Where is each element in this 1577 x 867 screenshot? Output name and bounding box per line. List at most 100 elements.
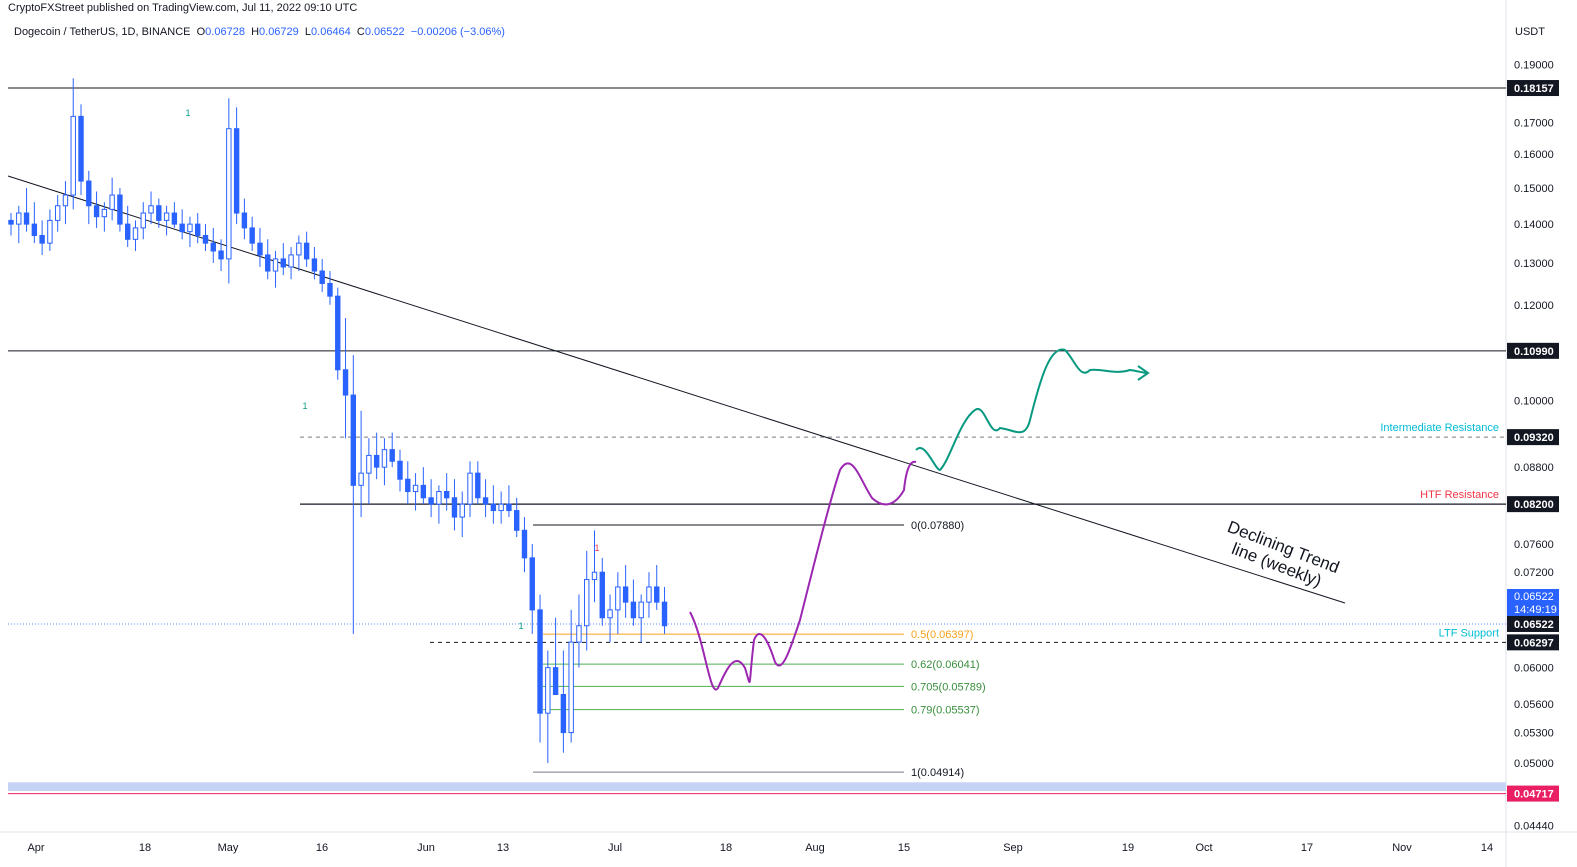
signal-marker: 1 [302,401,307,411]
candle-body [47,219,53,244]
close-label: C [356,26,365,38]
candle-body [327,282,333,297]
price-tick-label: 0.16000 [1514,149,1554,161]
current-price-level-badge: 0.06522 [1514,619,1554,631]
candle-body [218,250,224,260]
candle-body [210,242,216,252]
level-price-badge: 0.06297 [1514,637,1554,649]
projected-path-purple [689,460,917,691]
candle-body [506,503,512,512]
candle-body [335,295,341,371]
candle-body [661,601,668,627]
candle-body [311,258,318,272]
candle-body [436,491,442,505]
candle-body [62,194,69,207]
candle-body [109,194,115,210]
candle-body [249,227,255,244]
candle-body [576,625,582,643]
candle-body [288,254,294,268]
time-tick-label: Jun [417,842,435,854]
signal-marker: 1 [594,543,599,553]
time-tick-label: Sep [1003,842,1023,854]
price-tick-label: 0.13000 [1514,258,1554,270]
price-tick-label: 0.08800 [1514,462,1554,474]
price-tick-label: 0.07200 [1514,567,1554,579]
signal-marker: 1 [185,108,190,118]
candle-body [521,529,528,559]
candle-body [560,693,567,734]
price-tick-label: 0.12000 [1514,300,1554,312]
fib-level-label: 1(0.04914) [911,767,964,779]
time-tick-label: 15 [898,842,910,854]
time-tick-label: 16 [316,842,328,854]
price-tick-label: 0.04440 [1514,820,1554,832]
close-value: 0.06522 [364,26,405,38]
candle-body [622,586,629,603]
candle-body [78,115,84,182]
current-price-level-badge-bg [1507,615,1559,632]
countdown-badge: 14:49:19 [1514,604,1557,616]
price-tick-label: 0.05000 [1514,758,1554,770]
level-price-badge: 0.10990 [1514,346,1554,358]
price-tick-label: 0.05600 [1514,699,1554,711]
candle-body [467,472,473,505]
level-price-badge: 0.09320 [1514,432,1554,444]
level-price-badge: 0.18157 [1514,83,1554,95]
candle-body [545,667,551,714]
time-tick-label: May [218,842,239,854]
low-label: L [304,26,312,38]
candle-body [16,212,22,225]
time-tick-label: 19 [1122,842,1134,854]
support-zone-band [8,782,1506,792]
candle-body [568,641,574,734]
candle-body [125,223,131,240]
price-tick-label: 0.19000 [1514,59,1554,71]
candle-body [241,212,248,229]
level-price-badge-bg [1507,429,1559,446]
candle-body [373,454,380,468]
candle-body [630,601,637,619]
candle-body [459,503,465,518]
candle-body [93,205,100,218]
candle-body [257,242,263,256]
symbol-name: Dogecoin / TetherUS, 1D, BINANCE [14,26,191,38]
candle-body [350,394,357,486]
change-value: −0.00206 (−3.06%) [410,26,505,38]
time-tick-label: Nov [1392,842,1412,854]
level-price-badge-bg [1507,496,1559,513]
candle-body [156,205,162,221]
candle-body [451,497,458,518]
current-price-badge: 0.06522 [1514,591,1554,603]
time-tick-label: 14 [1481,842,1493,854]
candle-body [171,212,178,225]
candle-body [70,115,76,196]
candle-body [475,472,481,499]
candle-body [366,454,372,474]
fib-level-label: 0.705(0.05789) [911,681,986,693]
candle-body [195,223,201,236]
candle-body [148,205,154,214]
candle-body [303,242,310,260]
candle-body [187,223,193,233]
candle-body [8,219,14,225]
candle-body [140,212,146,229]
price-tick-label: 0.07600 [1514,539,1554,551]
time-tick-label: 13 [497,842,509,854]
candle-body [514,510,520,531]
open-label: O [196,26,206,38]
price-tick-label: 0.06000 [1514,663,1554,675]
candle-body [490,503,497,512]
candle-body [86,180,92,207]
time-tick-label: Oct [1195,842,1212,854]
time-tick-label: 17 [1301,842,1313,854]
candle-body [397,460,403,480]
level-price-badge-bg [1507,634,1559,651]
high-value: 0.06729 [259,26,299,38]
fib-level-label: 0.5(0.06397) [911,629,973,641]
time-tick-label: 18 [720,842,732,854]
low-value: 0.06464 [311,26,351,38]
candle-body [23,212,30,225]
candle-body [358,472,364,486]
